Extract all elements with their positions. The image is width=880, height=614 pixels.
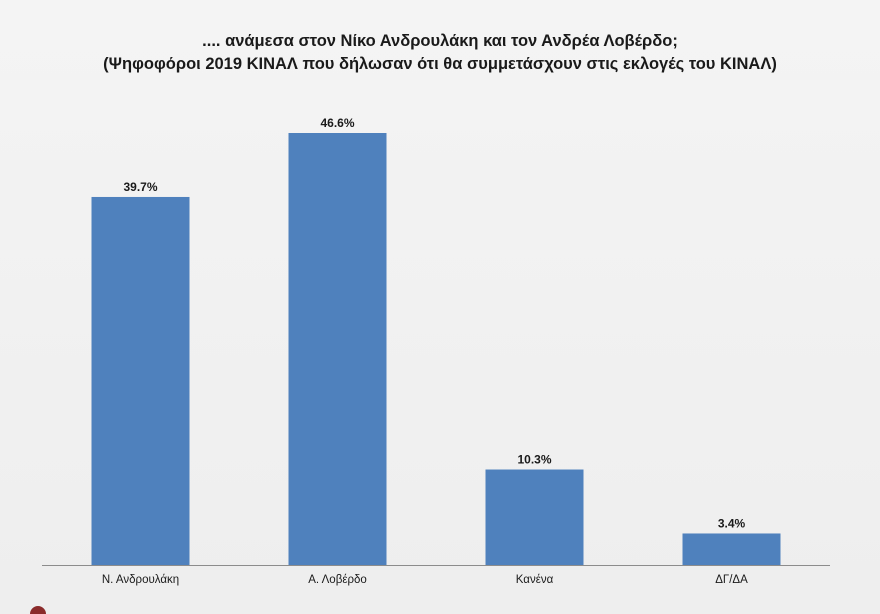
data-label-3: 10.3% <box>517 453 551 467</box>
chart-subtitle: (Ψηφοφόροι 2019 ΚΙΝΑΛ που δήλωσαν ότι θα… <box>103 55 777 73</box>
chart-title: .... ανάμεσα στον Νίκο Ανδρουλάκη και το… <box>202 32 678 50</box>
bar-1 <box>91 196 190 565</box>
data-label-1: 39.7% <box>123 180 157 194</box>
chart-title-block: .... ανάμεσα στον Νίκο Ανδρουλάκη και το… <box>0 30 880 76</box>
bars-layer <box>91 133 781 565</box>
data-label-2: 46.6% <box>320 116 354 130</box>
bar-3 <box>485 469 584 565</box>
bar-4 <box>682 533 781 565</box>
x-tick-label-4: ΔΓ/ΔΑ <box>715 574 748 586</box>
data-label-4: 3.4% <box>718 516 746 530</box>
x-tick-label-1: Ν. Ανδρουλάκη <box>102 574 179 586</box>
x-tick-label-3: Κανένα <box>516 574 554 586</box>
bar-2 <box>288 133 387 565</box>
labels-layer: 39.7% Ν. Ανδρουλάκη 46.6% Α. Λοβέρδο 10.3% Κα… <box>102 116 748 586</box>
x-tick-label-2: Α. Λοβέρδο <box>308 574 367 586</box>
logo-mark <box>30 606 46 614</box>
